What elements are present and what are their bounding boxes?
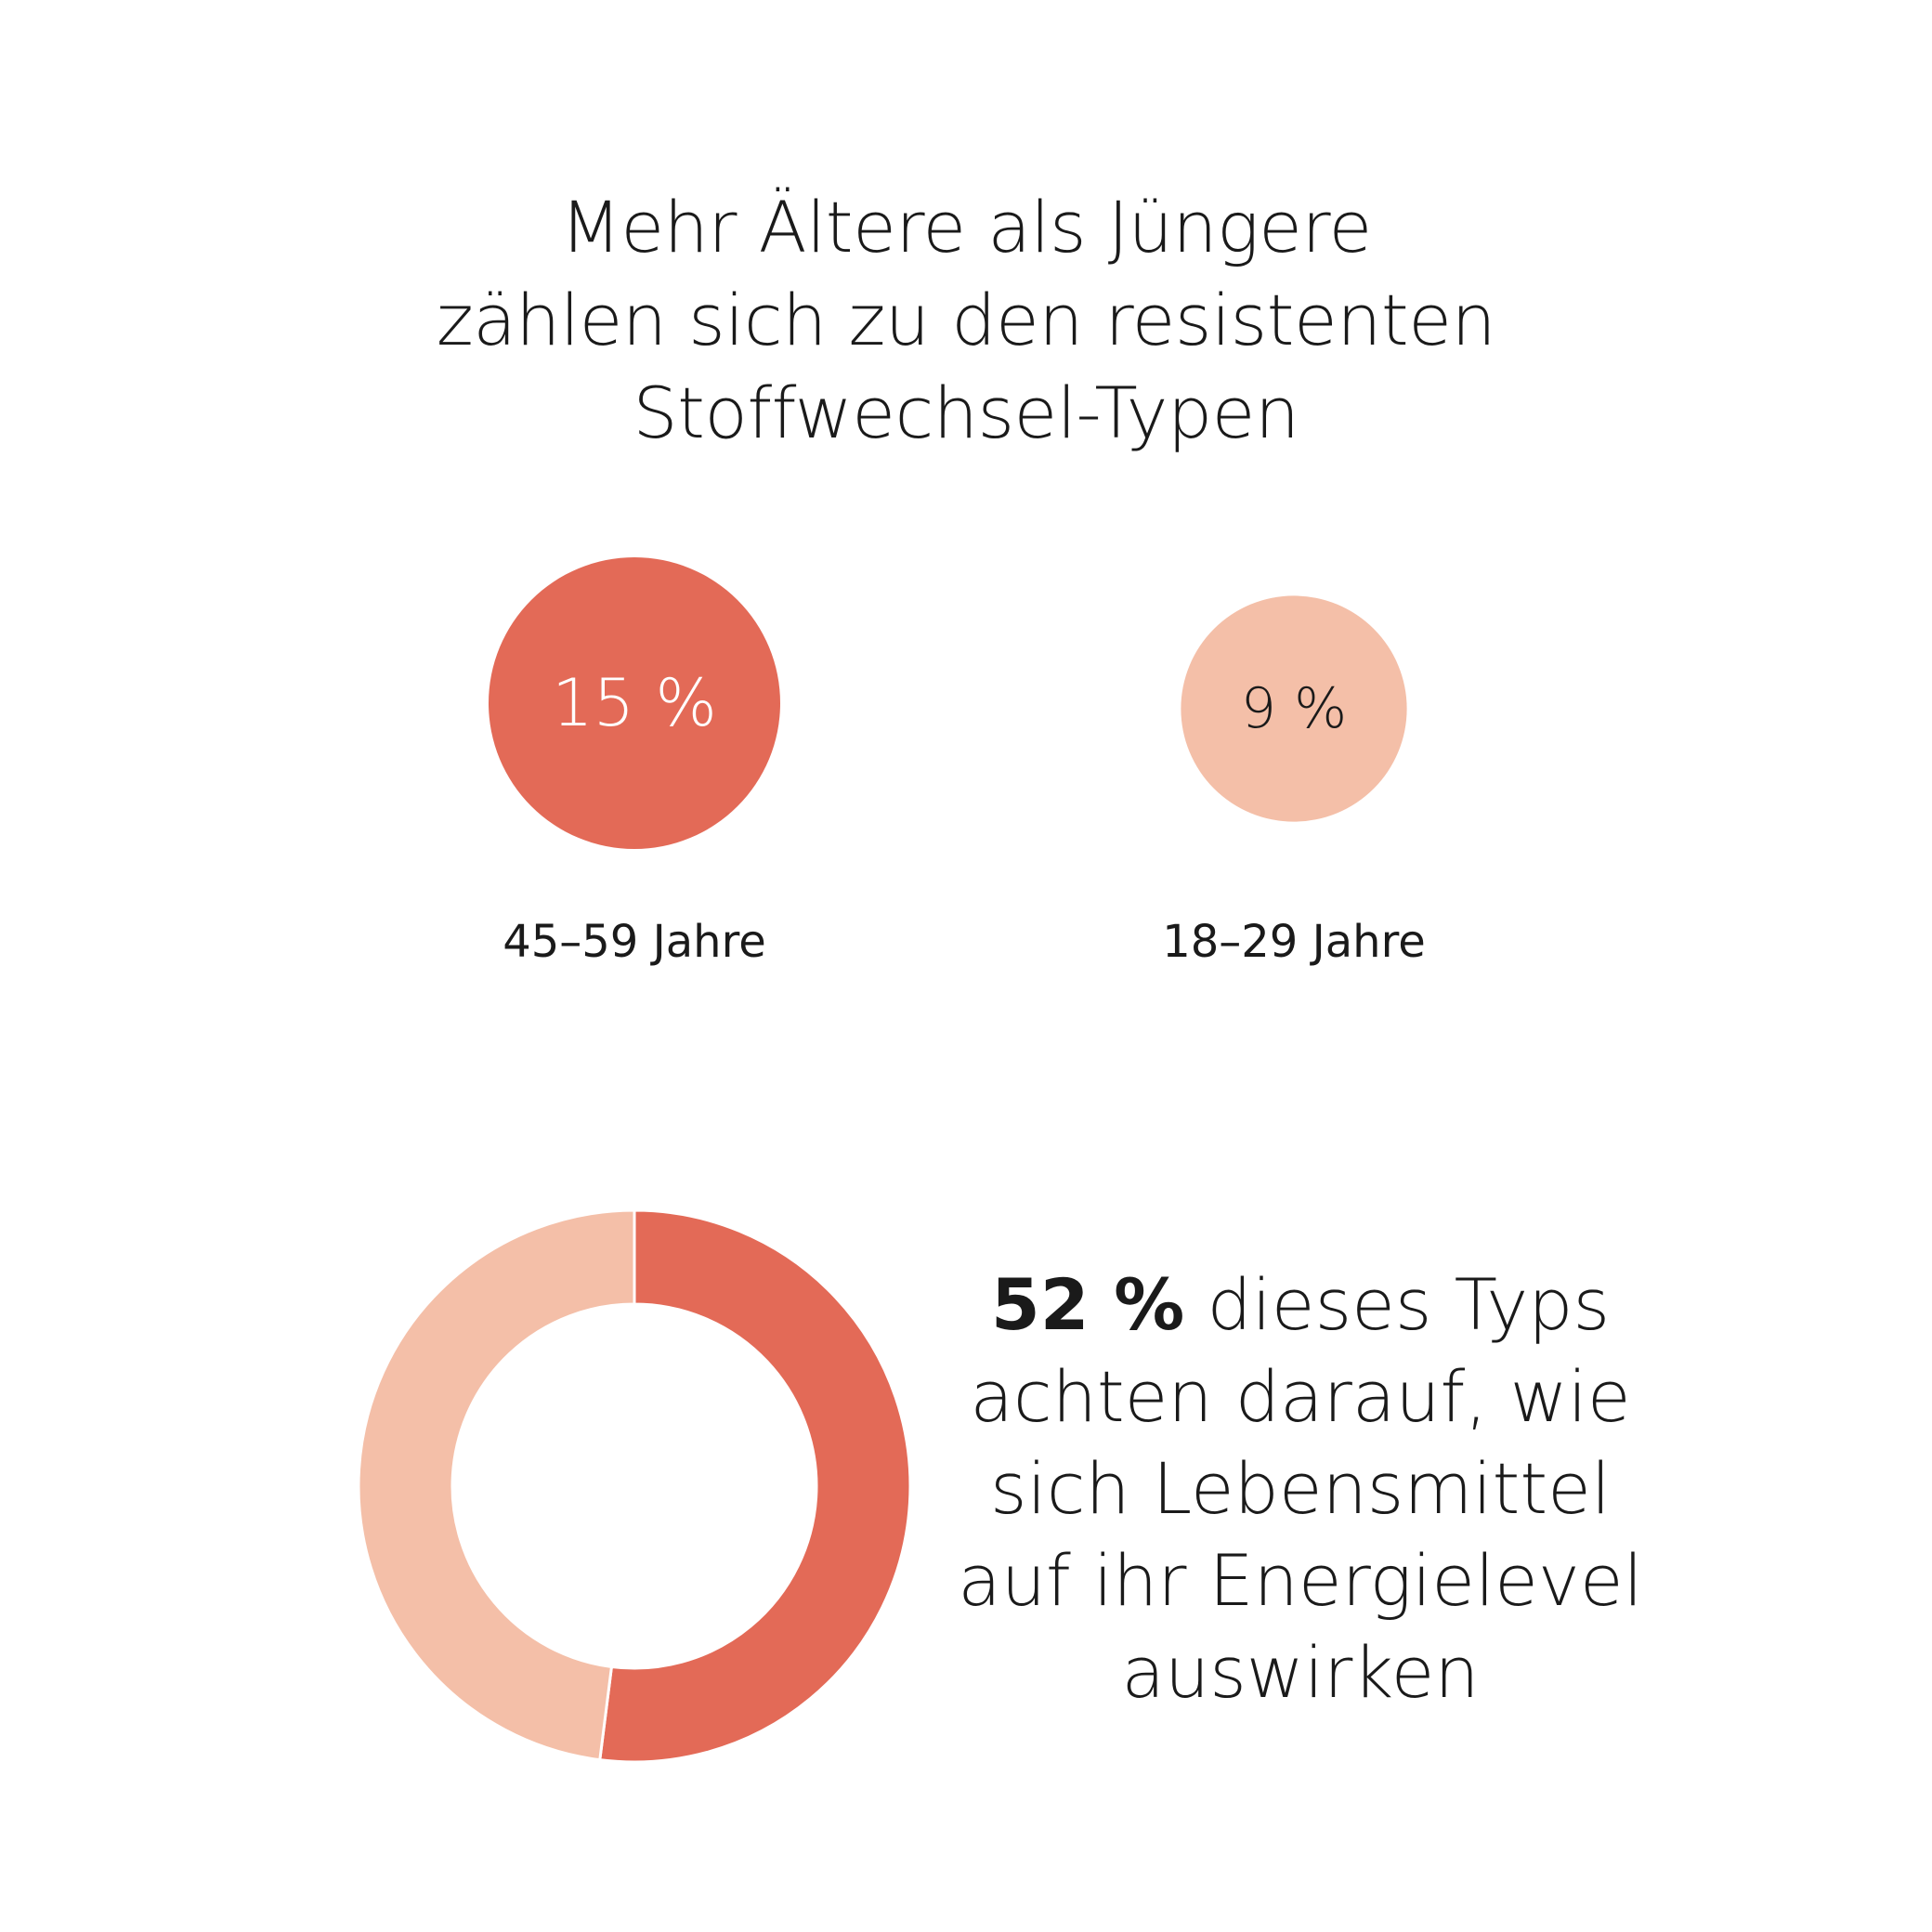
bubble-value-label-1: 9 % [1241,676,1347,741]
bubble-chart: 15 % 45–59 Jahre 9 % 18–29 Jahre [489,557,1426,968]
annotation-line-5: auswirken [1121,1631,1480,1714]
chart-title: Mehr Ältere als Jüngere zählen sich zu d… [316,181,1616,460]
bubble-value-label-0: 15 % [552,665,717,741]
donut-annotation: 52 % dieses Typs achten darauf, wie sich… [938,1259,1663,1718]
annotation-line-3: sich Lebensmittel [990,1447,1611,1530]
title-line-2: zählen sich zu den resistenten [436,279,1496,361]
annotation-line-2: achten darauf, wie [970,1355,1631,1438]
bubble-0 [489,557,780,849]
donut-slice-1 [357,1208,636,1762]
donut-slice-0 [598,1208,912,1764]
annotation-line-1: 52 % dieses Typs [938,1259,1663,1351]
bubble-category-label-1: 18–29 Jahre [1162,916,1426,968]
title-line-1: Mehr Ältere als Jüngere [560,186,1372,268]
title-line-3: Stoffwechsel-Typen [633,372,1299,454]
bubble-category-label-0: 45–59 Jahre [503,916,766,968]
annotation-line-4: auf ihr Energielevel [958,1539,1643,1622]
annotation-highlight: 52 % [990,1263,1185,1346]
donut-chart [357,1208,912,1764]
bubble-1 [1181,595,1407,822]
annotation-text-1: dieses Typs [1207,1263,1611,1346]
